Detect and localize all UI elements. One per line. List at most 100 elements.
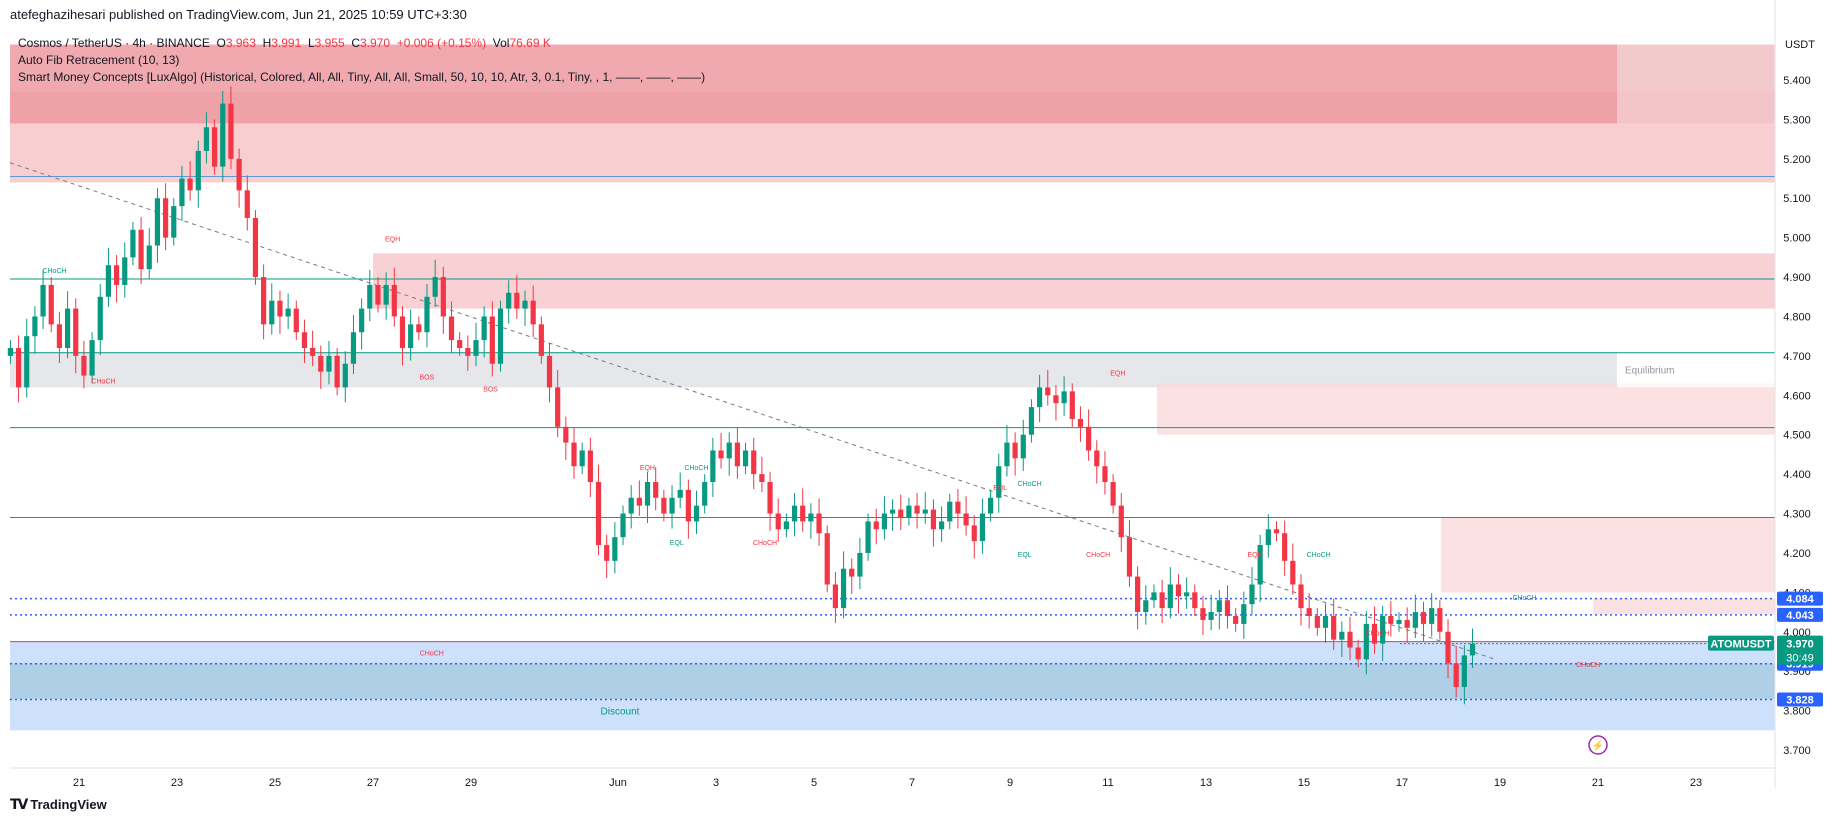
candle-body[interactable] xyxy=(1445,631,1451,664)
candle-body[interactable] xyxy=(987,497,994,514)
candle-body[interactable] xyxy=(105,265,112,297)
candle-body[interactable] xyxy=(955,501,961,514)
candle-body[interactable] xyxy=(391,284,397,317)
candle-body[interactable] xyxy=(48,284,54,325)
candle-body[interactable] xyxy=(318,355,324,372)
candle-body[interactable] xyxy=(1257,545,1263,585)
candle-body[interactable] xyxy=(399,316,406,348)
lightning-icon[interactable] xyxy=(1588,735,1608,755)
candle-body[interactable] xyxy=(604,545,610,561)
candle-body[interactable] xyxy=(1216,600,1222,613)
candle-body[interactable] xyxy=(1012,442,1018,459)
candle-body[interactable] xyxy=(775,513,781,530)
candle-body[interactable] xyxy=(1175,584,1182,597)
candle-body[interactable] xyxy=(1110,482,1116,506)
candle-body[interactable] xyxy=(15,348,22,388)
candle-body[interactable] xyxy=(1192,592,1198,609)
candle-body[interactable] xyxy=(457,340,463,348)
candle-body[interactable] xyxy=(963,513,969,526)
candle-body[interactable] xyxy=(1069,391,1075,419)
candle-body[interactable] xyxy=(555,387,561,427)
candle-body[interactable] xyxy=(734,442,740,467)
candle-body[interactable] xyxy=(579,450,585,467)
candle-body[interactable] xyxy=(1159,592,1165,609)
candle-body[interactable] xyxy=(522,300,528,309)
candle-body[interactable] xyxy=(571,442,577,467)
candle-body[interactable] xyxy=(506,292,512,309)
candle-body[interactable] xyxy=(1265,529,1271,546)
candle-body[interactable] xyxy=(424,296,430,333)
candle-body[interactable] xyxy=(849,568,855,577)
candle-body[interactable] xyxy=(277,300,283,317)
candle-body[interactable] xyxy=(832,584,838,609)
candle-body[interactable] xyxy=(1273,529,1280,534)
candle-body[interactable] xyxy=(1126,537,1133,577)
candle-body[interactable] xyxy=(996,466,1002,498)
candle-body[interactable] xyxy=(285,308,291,317)
candle-body[interactable] xyxy=(898,509,904,518)
candle-body[interactable] xyxy=(162,198,169,238)
candle-body[interactable] xyxy=(1298,584,1304,609)
candle-body[interactable] xyxy=(416,324,422,333)
candle-body[interactable] xyxy=(448,316,455,341)
candle-body[interactable] xyxy=(1282,533,1288,561)
candle-body[interactable] xyxy=(228,103,234,159)
candle-body[interactable] xyxy=(497,308,504,364)
candle-body[interactable] xyxy=(1380,616,1386,644)
candle-body[interactable] xyxy=(1388,616,1394,624)
candle-body[interactable] xyxy=(906,505,912,518)
candle-body[interactable] xyxy=(1306,608,1312,616)
candle-body[interactable] xyxy=(359,308,365,333)
candle-body[interactable] xyxy=(73,308,79,356)
candle-body[interactable] xyxy=(1151,592,1157,601)
candle-body[interactable] xyxy=(187,178,193,191)
candle-body[interactable] xyxy=(310,348,316,356)
candle-body[interactable] xyxy=(261,277,267,325)
candle-body[interactable] xyxy=(89,340,95,376)
candle-body[interactable] xyxy=(751,450,757,475)
candle-body[interactable] xyxy=(1437,608,1443,632)
candle-body[interactable] xyxy=(1290,560,1296,585)
candle-body[interactable] xyxy=(301,332,308,348)
candle-body[interactable] xyxy=(334,355,340,388)
candle-body[interactable] xyxy=(1224,600,1231,616)
candle-body[interactable] xyxy=(816,513,822,534)
candle-body[interactable] xyxy=(408,324,414,348)
candle-body[interactable] xyxy=(32,316,38,337)
candle-body[interactable] xyxy=(938,521,945,530)
candle-body[interactable] xyxy=(367,284,373,309)
candle-body[interactable] xyxy=(1077,418,1084,427)
candle-body[interactable] xyxy=(203,127,210,151)
candle-body[interactable] xyxy=(922,509,928,514)
candle-body[interactable] xyxy=(1061,391,1067,404)
candle-body[interactable] xyxy=(857,552,863,577)
candle-body[interactable] xyxy=(1322,616,1329,628)
indicator-smc[interactable]: Smart Money Concepts [LuxAlgo] (Historic… xyxy=(18,70,706,84)
candle-body[interactable] xyxy=(489,316,495,364)
candle-body[interactable] xyxy=(514,292,520,309)
candle-body[interactable] xyxy=(595,482,602,546)
candle-body[interactable] xyxy=(252,217,259,278)
candle-body[interactable] xyxy=(791,505,798,522)
candle-body[interactable] xyxy=(383,284,389,305)
candle-body[interactable] xyxy=(1135,576,1141,613)
candle-body[interactable] xyxy=(783,521,789,530)
candle-body[interactable] xyxy=(56,324,63,348)
candle-body[interactable] xyxy=(473,340,479,356)
candle-body[interactable] xyxy=(138,229,144,270)
candle-body[interactable] xyxy=(1347,631,1353,648)
candle-body[interactable] xyxy=(1404,619,1410,628)
candle-body[interactable] xyxy=(726,442,732,459)
candle-body[interactable] xyxy=(1363,623,1369,660)
candle-body[interactable] xyxy=(759,474,765,482)
candle-body[interactable] xyxy=(350,332,357,364)
candle-body[interactable] xyxy=(97,296,103,341)
candle-body[interactable] xyxy=(1020,434,1026,459)
candle-body[interactable] xyxy=(971,525,977,542)
symbol-name[interactable]: Cosmos / TetherUS · 4h · BINANCE xyxy=(18,36,210,50)
candle-body[interactable] xyxy=(824,533,830,585)
candle-body[interactable] xyxy=(742,450,749,467)
candle-body[interactable] xyxy=(220,103,226,167)
candle-body[interactable] xyxy=(808,513,814,522)
candle-body[interactable] xyxy=(465,348,471,356)
